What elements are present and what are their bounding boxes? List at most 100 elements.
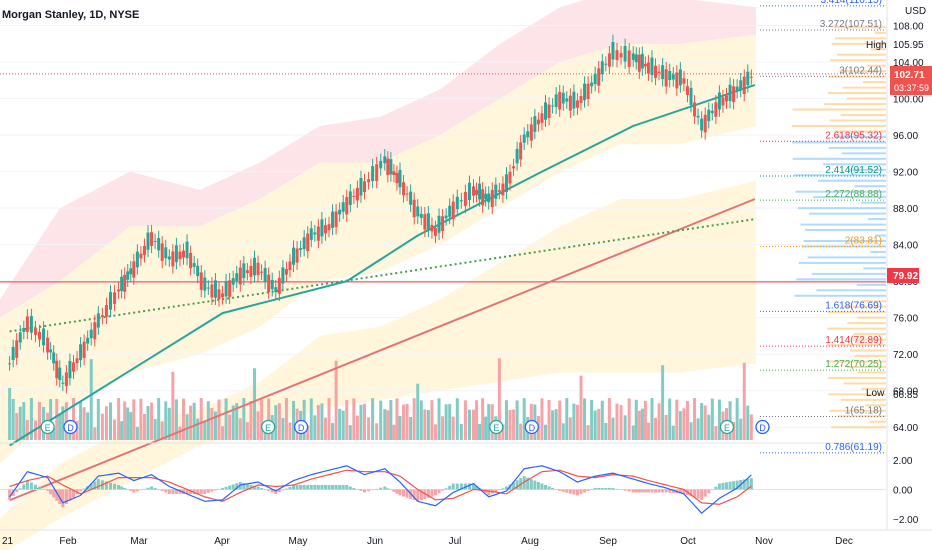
histogram-bar: [654, 489, 658, 493]
volume-profile-bar: [861, 201, 886, 204]
volume-profile-bar: [808, 212, 886, 215]
candle-body: [93, 322, 97, 340]
candle-body: [615, 50, 619, 61]
candle-body: [746, 71, 750, 86]
volume-bar: [281, 418, 285, 440]
last-price-badge: [890, 66, 932, 95]
volume-bar: [96, 398, 100, 440]
time-tick-label: Dec: [835, 536, 853, 547]
candle-body: [619, 53, 623, 58]
histogram-bar: [600, 487, 604, 490]
high-label: High: [866, 40, 887, 51]
candle-body: [547, 104, 551, 119]
time-axis[interactable]: 21 Feb Mar Apr May Jun Jul Aug Sep Oct Nov Dec: [0, 529, 932, 547]
candle-body: [540, 113, 544, 123]
candles: [8, 34, 753, 394]
fib-label: 3.414(110.15): [820, 0, 882, 6]
candle-body: [288, 261, 292, 271]
histogram-bar: [597, 487, 601, 490]
histogram-bar: [33, 484, 37, 490]
volume-profile-bar: [854, 355, 886, 358]
candle-body: [153, 240, 157, 242]
volume-bar: [444, 404, 448, 440]
volume-bar: [61, 406, 65, 440]
candle-body: [96, 313, 100, 328]
histogram-bar: [142, 488, 146, 490]
candle-body: [348, 191, 352, 206]
volume-profile-bar: [860, 300, 886, 303]
histogram-bar: [386, 488, 390, 490]
fib-labels: 3.414(110.15) 3.272(107.51) 3(102.44) 2.618…: [820, 0, 882, 453]
volume-profile-bar: [865, 404, 886, 407]
histogram-bar: [565, 489, 569, 493]
event-marker-label: E: [493, 423, 499, 433]
volume-bar: [634, 399, 638, 440]
volume-bar: [547, 400, 551, 440]
candle-body: [375, 164, 379, 182]
volume-bar: [409, 417, 413, 440]
histogram-bar: [284, 488, 288, 490]
volume-bar: [671, 425, 675, 440]
volume-bar: [558, 400, 562, 440]
histogram-bar: [501, 488, 505, 490]
histogram-bar: [113, 483, 117, 490]
price-tick-label: 92.00: [893, 168, 918, 179]
candle-body: [228, 280, 232, 297]
volume-bar: [386, 410, 390, 440]
price-tick-label: 96.00: [893, 131, 918, 142]
volume-profile-bar: [793, 174, 886, 177]
volume-bar: [419, 400, 423, 440]
volume-profile-bar: [831, 42, 886, 45]
histogram-bar: [657, 489, 661, 493]
volume-bar: [375, 423, 379, 440]
volume-bar: [93, 427, 97, 440]
volume-bar: [182, 398, 186, 440]
volume-bar: [383, 409, 387, 440]
histogram-bar: [579, 489, 583, 494]
candle-body: [637, 54, 641, 72]
volume-bar: [463, 400, 467, 440]
event-marker-label: D: [67, 423, 74, 433]
candle-body: [355, 187, 359, 201]
time-tick-label: Jun: [367, 536, 383, 547]
volume-bar: [11, 399, 15, 440]
candle-body: [682, 78, 686, 84]
volume-profile-bar: [850, 338, 886, 341]
event-marker-e: [40, 419, 55, 435]
candle-body: [593, 73, 597, 85]
volume-bar: [395, 398, 399, 440]
candle-body: [561, 92, 565, 104]
volume-bar: [685, 401, 689, 440]
histogram-bar: [604, 487, 608, 490]
histogram-bar: [153, 487, 157, 490]
event-marker-e: [719, 419, 735, 435]
volume-bar: [703, 405, 707, 440]
volume-bar: [79, 401, 83, 440]
price-axis[interactable]: 108.00104.00100.0096.0092.0088.0084.0080…: [886, 0, 924, 530]
volume-profile-bar: [856, 283, 886, 286]
fib-label: 1.618(76.69): [825, 300, 882, 311]
last-price-value: 102.71: [894, 70, 925, 81]
histogram-bar: [522, 476, 526, 490]
candle-body: [395, 172, 399, 184]
candle-body: [405, 193, 409, 195]
horizontal-line-badge: [887, 268, 919, 283]
candle-body: [526, 131, 530, 138]
histogram-bar: [700, 489, 704, 500]
candle-body: [501, 183, 505, 196]
volume-bar: [607, 398, 611, 440]
volume-bar: [484, 416, 488, 440]
histogram-bar: [348, 486, 352, 490]
histogram-bar: [108, 482, 112, 490]
volume-profile-bar: [853, 333, 886, 336]
candle-body: [634, 54, 638, 63]
candle-body: [18, 332, 22, 343]
histogram-bar: [288, 486, 292, 490]
volume-bar: [196, 418, 200, 440]
candle-body: [512, 166, 516, 169]
candle-body: [426, 213, 430, 230]
volume-bar: [224, 398, 228, 440]
volume-bar: [583, 398, 587, 440]
histogram-bar: [203, 489, 207, 494]
